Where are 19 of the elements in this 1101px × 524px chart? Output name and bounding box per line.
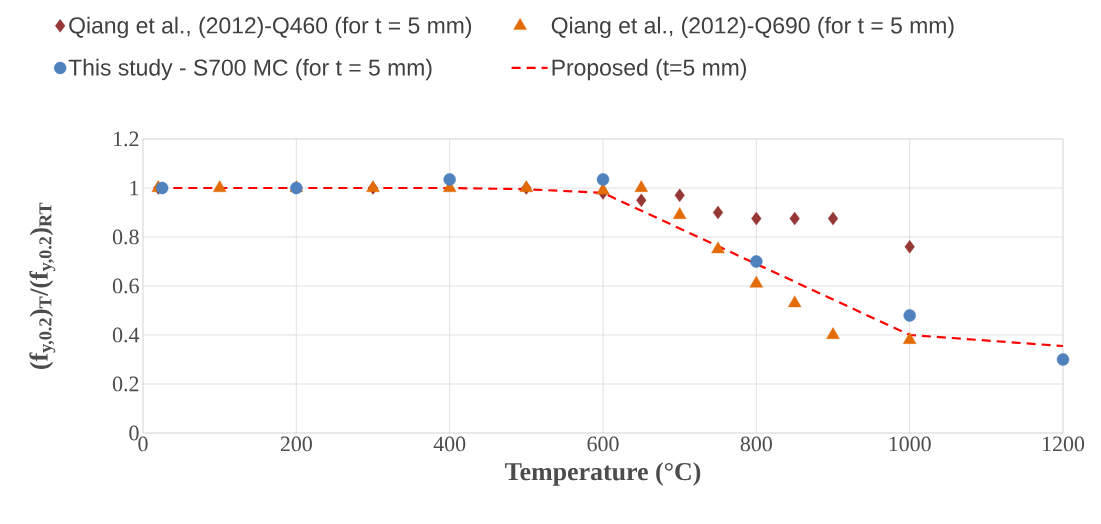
legend-label: Qiang et al., (2012)-Q690 (for t = 5 mm) xyxy=(551,16,954,39)
y-tick-label: 0.8 xyxy=(112,229,139,245)
x-axis-title: Temperature (°C) xyxy=(505,462,701,486)
y-tick-label: 0.6 xyxy=(112,278,139,294)
x-tick-label: 200 xyxy=(280,436,312,452)
x-tick-label: 400 xyxy=(433,436,466,452)
legend-label: Qiang et al., (2012)-Q460 (for t = 5 mm) xyxy=(69,16,472,39)
y-tick-label: 0 xyxy=(129,425,139,441)
x-tick-label: 1200 xyxy=(1043,436,1085,452)
y-tick-label: 1.2 xyxy=(114,131,139,147)
legend-label: This study - S700 MC (for t = 5 mm) xyxy=(68,58,432,81)
y-tick-label: 0.2 xyxy=(112,376,139,392)
y-tick-label: 1 xyxy=(130,180,139,196)
y-tick-label: 0.4 xyxy=(112,327,140,343)
x-tick-label: 600 xyxy=(587,436,619,452)
x-tick-label: 800 xyxy=(740,436,772,452)
legend-label: Proposed (t=5 mm) xyxy=(552,58,747,81)
x-tick-label: 1000 xyxy=(889,436,931,452)
y-axis-title: (f$_{y,0.2}$)$_{T}$/(f$_{y,0.2}$)$_{RT}$ xyxy=(29,202,56,369)
